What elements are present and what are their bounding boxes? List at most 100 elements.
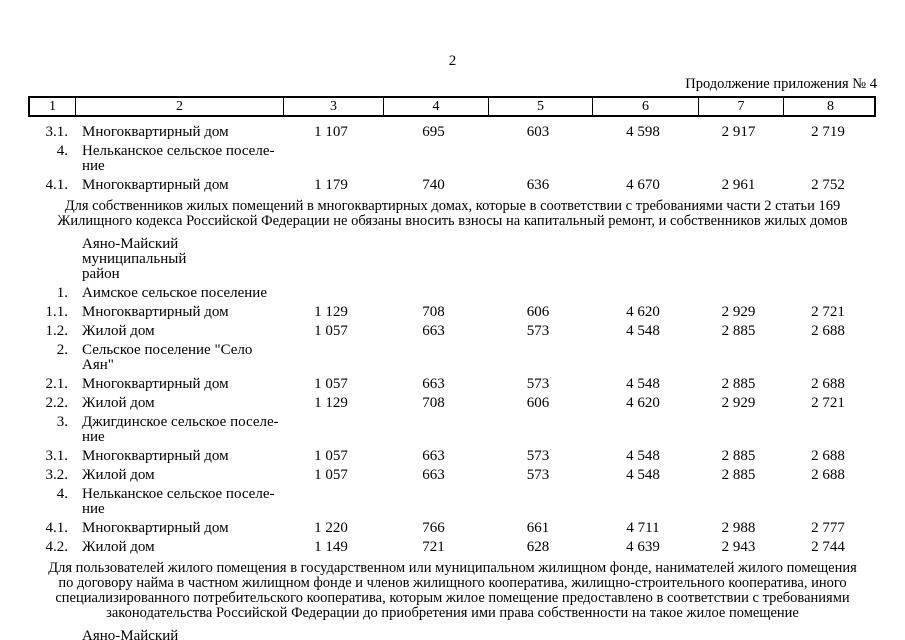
continuation-note: Продолжение приложения № 4 bbox=[685, 76, 877, 92]
row-value: 4 620 bbox=[626, 395, 660, 411]
row-value: 1 057 bbox=[314, 376, 348, 392]
note-paragraph: Для пользователей жилого помещения в гос… bbox=[48, 560, 857, 621]
row-number: 1.2. bbox=[45, 323, 69, 339]
table-row: 4. Нельканское сельское поселе- ние bbox=[28, 485, 877, 519]
row-label: Многоквартирный дом bbox=[82, 304, 229, 320]
row-number: 4. bbox=[56, 486, 68, 502]
table-row: 4.2. Жилой дом 1 149 721 628 4 639 2 943 2 744 bbox=[28, 538, 877, 557]
row-label: Жилой дом bbox=[82, 467, 155, 483]
row-value: 1 129 bbox=[314, 395, 348, 411]
table-header-cell: 4 bbox=[383, 98, 488, 115]
row-value: 1 057 bbox=[314, 323, 348, 339]
row-value: 2 917 bbox=[721, 124, 756, 140]
row-value: 2 885 bbox=[721, 376, 756, 392]
row-number: 3. bbox=[56, 414, 68, 430]
row-value: 2 688 bbox=[811, 448, 845, 464]
row-label: Жилой дом bbox=[82, 539, 155, 555]
table-row: 2. Сельское поселение "Село Аян" bbox=[28, 341, 877, 375]
table-header-cell: 5 bbox=[488, 98, 592, 115]
row-number: 3.1. bbox=[45, 448, 69, 464]
row-value: 663 bbox=[422, 323, 445, 339]
row-label: Многоквартирный дом bbox=[82, 177, 229, 193]
row-label: Многоквартирный дом bbox=[82, 124, 229, 140]
row-value: 2 943 bbox=[721, 539, 756, 555]
row-label: Аяно-Майский муниципальный район bbox=[82, 236, 187, 282]
table-row: 2.2. Жилой дом 1 129 708 606 4 620 2 929 2 721 bbox=[28, 394, 877, 413]
table-row: 1.1. Многоквартирный дом 1 129 708 606 4 620 2… bbox=[28, 303, 877, 322]
row-label: Аяно-Майский муниципальный район bbox=[82, 628, 179, 640]
table-header-cell: 3 bbox=[283, 98, 383, 115]
row-label: Аимское сельское поселение bbox=[82, 285, 267, 301]
row-number: 2. bbox=[56, 342, 68, 358]
table-row: 4. Нельканское сельское поселе- ние bbox=[28, 142, 877, 176]
row-number: 1. bbox=[56, 285, 68, 301]
row-value: 4 711 bbox=[626, 520, 660, 536]
row-value: 2 688 bbox=[811, 467, 845, 483]
row-value: 4 548 bbox=[626, 323, 660, 339]
table-body: 3.1. Многоквартирный дом 1 107 695 603 4 598 2… bbox=[28, 123, 877, 640]
row-value: 2 885 bbox=[721, 323, 756, 339]
table-row: 3.2. Жилой дом 1 057 663 573 4 548 2 885 2 688 bbox=[28, 466, 877, 485]
row-value: 2 885 bbox=[721, 467, 756, 483]
row-value: 2 721 bbox=[811, 395, 845, 411]
row-value: 2 752 bbox=[811, 177, 845, 193]
row-value: 2 688 bbox=[811, 323, 845, 339]
row-label: Многоквартирный дом bbox=[82, 376, 229, 392]
row-value: 4 548 bbox=[626, 376, 660, 392]
table-row: 3.1. Многоквартирный дом 1 057 663 573 4 548 2… bbox=[28, 447, 877, 466]
row-value: 628 bbox=[526, 539, 550, 555]
row-label: Многоквартирный дом bbox=[82, 520, 229, 536]
row-value: 1 107 bbox=[314, 124, 348, 140]
row-value: 1 057 bbox=[314, 467, 348, 483]
row-value: 708 bbox=[422, 304, 445, 320]
row-value: 2 988 bbox=[721, 520, 756, 536]
table-row: 1. Аимское сельское поселение bbox=[28, 284, 877, 303]
row-number: 4.2. bbox=[45, 539, 69, 555]
row-number: 1.1. bbox=[45, 304, 69, 320]
row-value: 1 179 bbox=[314, 177, 348, 193]
row-label: Джигдинское сельское поселе- ние bbox=[82, 414, 279, 445]
table-row: 1.2. Жилой дом 1 057 663 573 4 548 2 885 2 688 bbox=[28, 322, 877, 341]
row-number: 2.1. bbox=[45, 376, 69, 392]
row-number: 4. bbox=[56, 143, 68, 159]
row-value: 636 bbox=[526, 177, 550, 193]
row-value: 573 bbox=[526, 323, 550, 339]
row-label: Сельское поселение "Село Аян" bbox=[82, 342, 253, 373]
row-label: Нельканское сельское поселе- ние bbox=[82, 143, 275, 174]
row-number: 4.1. bbox=[45, 520, 69, 536]
table-header-cell: 1 bbox=[49, 99, 56, 114]
row-number: 3.2. bbox=[45, 467, 69, 483]
table-header-cell: 7 bbox=[698, 98, 783, 115]
table-header-cell: 8 bbox=[783, 98, 877, 115]
row-value: 663 bbox=[422, 467, 445, 483]
row-label: Жилой дом bbox=[82, 395, 155, 411]
row-value: 2 719 bbox=[811, 124, 845, 140]
row-value: 2 929 bbox=[721, 395, 756, 411]
row-value: 2 777 bbox=[811, 520, 845, 536]
table-header-cell: 6 bbox=[592, 98, 698, 115]
row-value: 4 620 bbox=[626, 304, 660, 320]
row-number bbox=[28, 237, 73, 282]
row-value: 603 bbox=[526, 124, 550, 140]
row-label: Жилой дом bbox=[82, 323, 155, 339]
row-value: 695 bbox=[422, 124, 445, 140]
row-value: 1 129 bbox=[314, 304, 348, 320]
row-label: Нельканское сельское поселе- ние bbox=[82, 486, 275, 517]
row-value: 721 bbox=[422, 539, 445, 555]
row-number: 4.1. bbox=[45, 177, 69, 193]
table-row: Аяно-Майский муниципальный район bbox=[28, 235, 877, 284]
row-value: 573 bbox=[526, 376, 550, 392]
row-value: 2 744 bbox=[811, 539, 845, 555]
row-value: 2 961 bbox=[721, 177, 756, 193]
row-value: 573 bbox=[526, 448, 550, 464]
row-value: 1 149 bbox=[314, 539, 348, 555]
page-number: 2 bbox=[448, 53, 457, 69]
row-value: 663 bbox=[422, 448, 445, 464]
row-value: 573 bbox=[526, 467, 550, 483]
table-row: 2.1. Многоквартирный дом 1 057 663 573 4 548 2… bbox=[28, 375, 877, 394]
row-value: 4 548 bbox=[626, 448, 660, 464]
row-value: 1 220 bbox=[314, 520, 348, 536]
row-value: 708 bbox=[422, 395, 445, 411]
